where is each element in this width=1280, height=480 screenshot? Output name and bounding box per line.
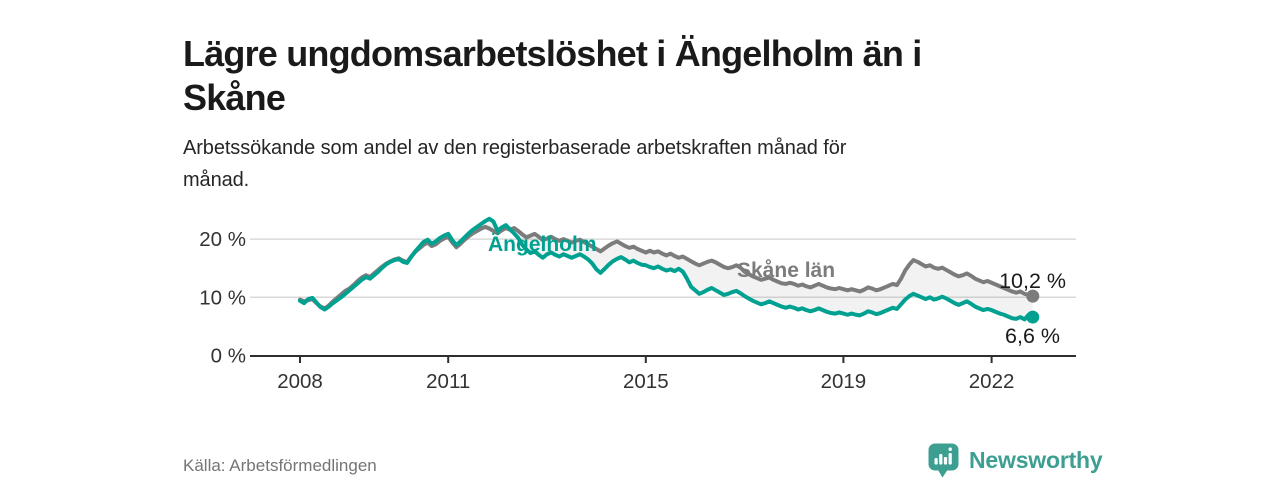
- y-axis-tick-label: 0 %: [211, 345, 246, 368]
- page-title-line-1: Lägre ungdomsarbetslöshet i Ängelholm än…: [183, 33, 922, 75]
- newsworthy-logo-icon: [928, 443, 959, 478]
- chart-subtitle-line-2: månad.: [183, 169, 250, 191]
- end-value-label-angelholm: 6,6 %: [1005, 324, 1060, 348]
- x-axis-tick-label: 2008: [277, 370, 323, 393]
- chart-subtitle: Arbetssökande som andel av den registerb…: [183, 132, 1083, 196]
- series-label-angelholm: Ängelholm: [488, 233, 597, 256]
- end-value-label-skane-lan: 10,2 %: [999, 269, 1066, 293]
- x-axis-tick-label: 2015: [623, 370, 669, 393]
- y-axis-tick-label: 20 %: [199, 228, 246, 251]
- brand-name: Newsworthy: [969, 447, 1103, 473]
- series-end-dot-skane-lan: [1026, 289, 1040, 303]
- x-axis-tick-label: 2022: [969, 370, 1015, 393]
- page-title-line-2: Skåne: [183, 77, 286, 119]
- series-end-dot-angelholm: [1026, 310, 1040, 324]
- y-axis-tick-label: 10 %: [199, 286, 246, 309]
- page-title: Lägre ungdomsarbetslöshet i Ängelholm än…: [183, 32, 1123, 120]
- source-note: Källa: Arbetsförmedlingen: [183, 456, 377, 475]
- chart-subtitle-line-1: Arbetssökande som andel av den registerb…: [183, 137, 847, 159]
- x-axis-tick-label: 2011: [426, 370, 470, 393]
- x-axis-tick-label: 2019: [821, 370, 867, 393]
- brand: Newsworthy: [928, 443, 1103, 478]
- series-label-skane-lan: Skåne län: [737, 259, 835, 282]
- series-line-angelholm: [298, 216, 1035, 322]
